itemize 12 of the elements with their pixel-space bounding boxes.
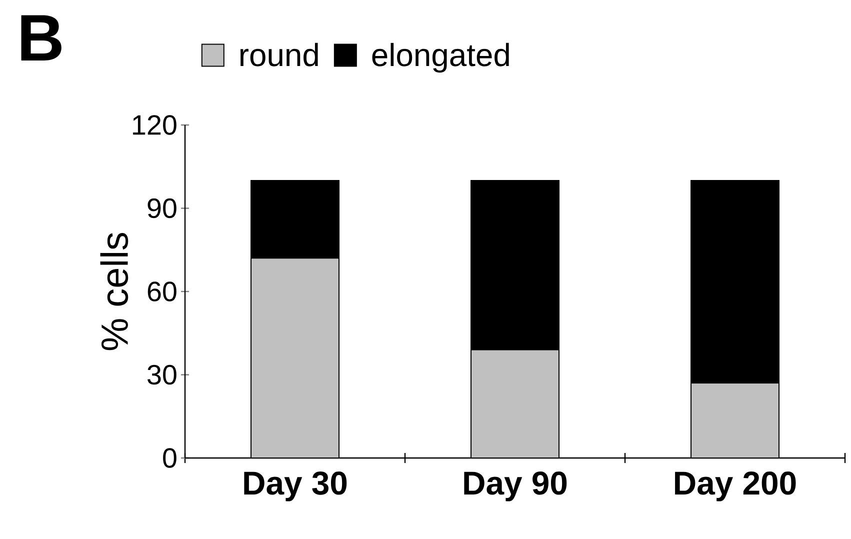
legend-label: elongated [372, 42, 509, 73]
legend-label: round [240, 42, 318, 66]
x-tick-label: Day 90 [464, 472, 567, 502]
y-tick-label: 30 [148, 364, 176, 385]
x-tick-label: Day 200 [675, 472, 796, 502]
y-tick-label: 60 [148, 282, 176, 302]
y-axis-title: % cells [100, 232, 128, 350]
text: B [21, 15, 62, 61]
x-tick-label: Day 30 [244, 472, 347, 502]
y-tick-label: 120 [133, 115, 176, 135]
y-tick-label: 0 [163, 448, 176, 468]
y-tick-label: 90 [148, 198, 176, 218]
